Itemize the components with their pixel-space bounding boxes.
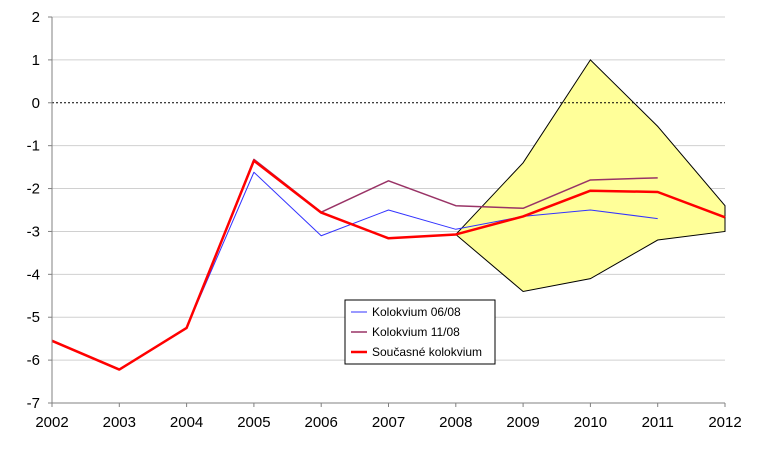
x-tick-labels: 2002 2003 2004 2005 2006 2007 2008 2009 2010 2011… [35,403,742,431]
x-tick-label: 2003 [103,414,136,431]
x-tick-label: 2011 [642,414,674,431]
y-tick-label: -4 [27,266,40,283]
x-tick-label: 2009 [506,414,539,431]
y-tick-labels: 2 1 0 -1 -2 -3 -4 -5 -6 -7 [27,9,52,412]
legend-label: Současné kolokvium [372,345,482,359]
forecast-band [455,59,726,293]
y-tick-label: 2 [32,9,40,26]
series-lines [51,158,726,371]
x-tick-label: 2006 [305,414,338,431]
x-tick-label: 2005 [237,414,270,431]
gridlines [52,16,725,361]
y-tick-label: -1 [27,138,40,155]
x-tick-label: 2007 [372,414,405,431]
x-tick-label: 2008 [439,414,472,431]
x-tick-label: 2004 [170,414,203,431]
y-tick-label: 0 [32,95,40,112]
legend-box [344,299,496,365]
y-tick-label: -3 [27,223,40,240]
legend-label: Kolokvium 06/08 [372,305,461,319]
x-tick-label: 2010 [574,414,607,431]
y-tick-label: -6 [27,352,40,369]
x-tick-label: 2012 [708,414,741,431]
legend: Kolokvium 06/08 Kolokvium 11/08 Současné k… [344,299,496,365]
y-tick-label: 1 [32,52,40,69]
x-tick-label: 2002 [35,414,68,431]
y-tick-label: -7 [27,395,40,412]
y-tick-label: -5 [27,309,40,326]
legend-label: Kolokvium 11/08 [372,325,460,339]
series-line-3 [51,159,726,371]
y-tick-label: -2 [27,181,40,198]
